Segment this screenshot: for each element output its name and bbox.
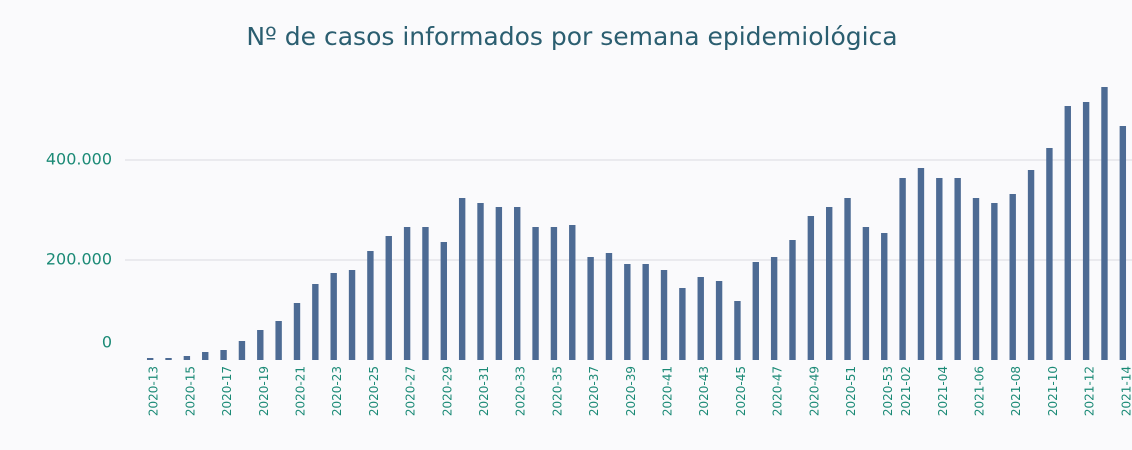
x-tick-label: 2020-13 — [147, 366, 161, 416]
bar — [1009, 194, 1016, 360]
x-tick-label: 2020-37 — [587, 366, 601, 416]
y-tick-label: 400.000 — [46, 150, 112, 169]
x-tick-label: 2020-27 — [404, 366, 418, 416]
x-tick-label: 2020-51 — [844, 366, 858, 416]
bar — [770, 257, 778, 360]
bar — [1027, 170, 1035, 360]
x-tick-label: 2021-06 — [973, 366, 987, 416]
bar — [220, 350, 227, 360]
bar — [330, 273, 337, 360]
x-tick-label: 2021-04 — [936, 366, 950, 416]
bar — [422, 227, 429, 360]
bar — [807, 216, 815, 360]
bar — [624, 264, 631, 360]
bar — [1082, 102, 1090, 360]
x-tick-label: 2020-39 — [624, 366, 638, 416]
bar — [440, 242, 448, 360]
chart-title: Nº de casos informados por semana epidem… — [246, 22, 897, 51]
x-tick-label: 2020-45 — [734, 366, 748, 416]
bar — [899, 178, 906, 360]
bar — [403, 227, 411, 360]
bar — [660, 270, 668, 360]
bar — [1064, 106, 1071, 360]
bar — [697, 277, 704, 360]
bar — [477, 203, 484, 360]
bar — [1119, 126, 1127, 360]
x-tick-label: 2020-23 — [330, 366, 344, 416]
x-tick-label: 2020-15 — [183, 366, 197, 416]
bar — [752, 262, 759, 360]
bar — [587, 257, 594, 360]
bar — [165, 358, 172, 360]
x-tick-label: 2021-08 — [1009, 366, 1023, 416]
bar — [532, 227, 539, 360]
x-tick-label: 2020-31 — [477, 366, 491, 416]
bar — [550, 227, 558, 360]
x-tick-label: 2020-49 — [807, 366, 821, 416]
bar — [1101, 87, 1108, 360]
bar — [1046, 148, 1053, 360]
bar — [146, 358, 154, 360]
x-tick-label: 2020-21 — [293, 366, 307, 416]
bar — [514, 207, 521, 360]
bar — [202, 352, 209, 360]
bar — [972, 198, 980, 360]
bar — [954, 178, 961, 360]
x-tick-label: 2020-25 — [367, 366, 381, 416]
bar — [844, 198, 851, 360]
bar — [348, 270, 356, 360]
x-tick-label: 2021-10 — [1046, 366, 1060, 416]
bar — [789, 240, 796, 360]
x-tick-label: 2020-53 — [881, 366, 895, 416]
bar — [917, 168, 925, 360]
bar — [991, 203, 998, 360]
y-tick-label: 0 — [102, 333, 112, 352]
y-tick-label: 200.000 — [46, 250, 112, 269]
x-tick-label: 2020-19 — [257, 366, 271, 416]
bar — [385, 236, 392, 360]
bar — [605, 253, 613, 360]
bar — [367, 251, 374, 360]
bar — [458, 198, 466, 360]
x-tick-label: 2020-43 — [697, 366, 711, 416]
bar — [936, 178, 943, 360]
bar — [495, 207, 503, 360]
bar — [183, 356, 191, 360]
bar — [257, 330, 264, 360]
bar — [275, 321, 282, 360]
bar — [293, 303, 301, 360]
x-tick-label: 2020-41 — [661, 366, 675, 416]
x-tick-label: 2020-35 — [550, 366, 564, 416]
bar — [881, 233, 888, 360]
bar — [715, 281, 723, 360]
bar — [679, 288, 686, 360]
bar — [569, 225, 576, 360]
x-tick-label: 2020-33 — [514, 366, 528, 416]
bar — [238, 341, 246, 360]
bar — [734, 301, 741, 360]
bar — [312, 284, 319, 360]
bar — [642, 264, 649, 360]
x-tick-label: 2021-12 — [1083, 366, 1097, 416]
bar — [825, 207, 833, 360]
x-tick-label: 2021-02 — [899, 366, 913, 416]
x-tick-label: 2021-14 — [1119, 366, 1132, 416]
bar — [862, 227, 870, 360]
x-tick-label: 2020-47 — [771, 366, 785, 416]
x-tick-label: 2020-17 — [220, 366, 234, 416]
x-tick-label: 2020-29 — [440, 366, 454, 416]
